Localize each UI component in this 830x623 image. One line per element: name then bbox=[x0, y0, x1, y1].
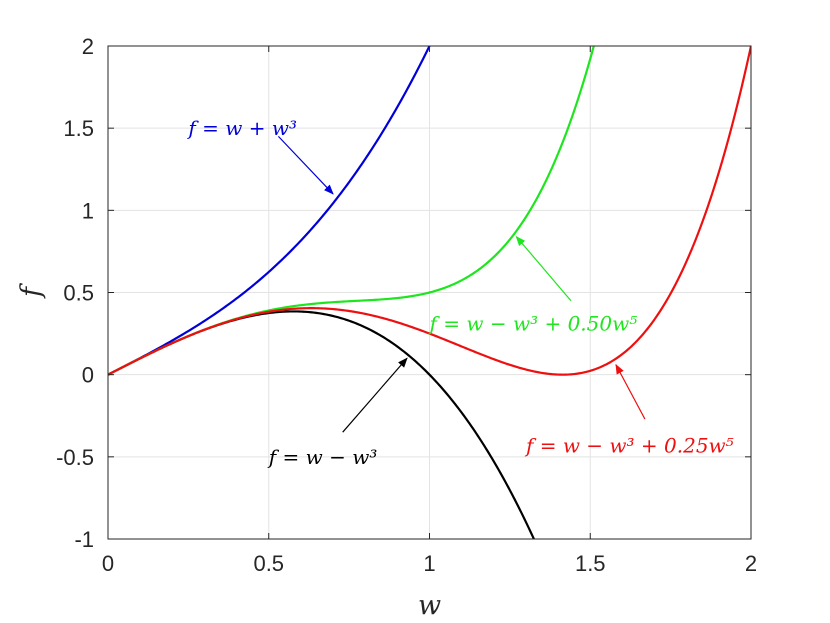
annotation-arrow-cubic-minus bbox=[342, 357, 408, 433]
series-line-quintic-025 bbox=[108, 46, 751, 376]
x-tick-label: 0.5 bbox=[253, 551, 284, 576]
y-axis-label: f bbox=[16, 283, 47, 299]
annotation-arrow-cubic-plus bbox=[277, 135, 334, 195]
annotation-arrow-quintic-025 bbox=[615, 363, 646, 420]
series-layer bbox=[108, 46, 751, 539]
y-tick-label: 0.5 bbox=[63, 281, 94, 306]
y-tick-label: 1 bbox=[82, 198, 94, 223]
annotation-arrow-quintic-050 bbox=[515, 235, 572, 302]
annotation-label-quintic-025: f = w − w³ + 0.25w⁵ bbox=[524, 433, 734, 457]
series-line-cubic-plus bbox=[108, 46, 431, 376]
annotations: f = w + w³ f = w − w³ + 0.50w⁵ f = w − w³ f… bbox=[186, 116, 733, 469]
x-tick-label: 2 bbox=[745, 551, 757, 576]
x-tick-label: 1 bbox=[423, 551, 435, 576]
y-tick-label: 0 bbox=[82, 363, 94, 388]
annotation-label-cubic-minus: f = w − w³ bbox=[267, 445, 378, 469]
x-tick-label: 1.5 bbox=[575, 551, 606, 576]
y-tick-label: 2 bbox=[82, 34, 94, 59]
axis-ticks: 0 0.5 1 1.5 2 -1 -0.5 0 0.5 1 1.5 2 bbox=[56, 34, 757, 576]
annotation-label-quintic-050: f = w − w³ + 0.50w⁵ bbox=[428, 312, 638, 336]
x-axis-label: w bbox=[418, 590, 441, 621]
y-tick-label: 1.5 bbox=[63, 116, 94, 141]
x-tick-label: 0 bbox=[102, 551, 114, 576]
y-tick-label: -0.5 bbox=[56, 445, 94, 470]
y-tick-label: -1 bbox=[74, 527, 94, 552]
annotation-label-cubic-plus: f = w + w³ bbox=[186, 116, 297, 140]
